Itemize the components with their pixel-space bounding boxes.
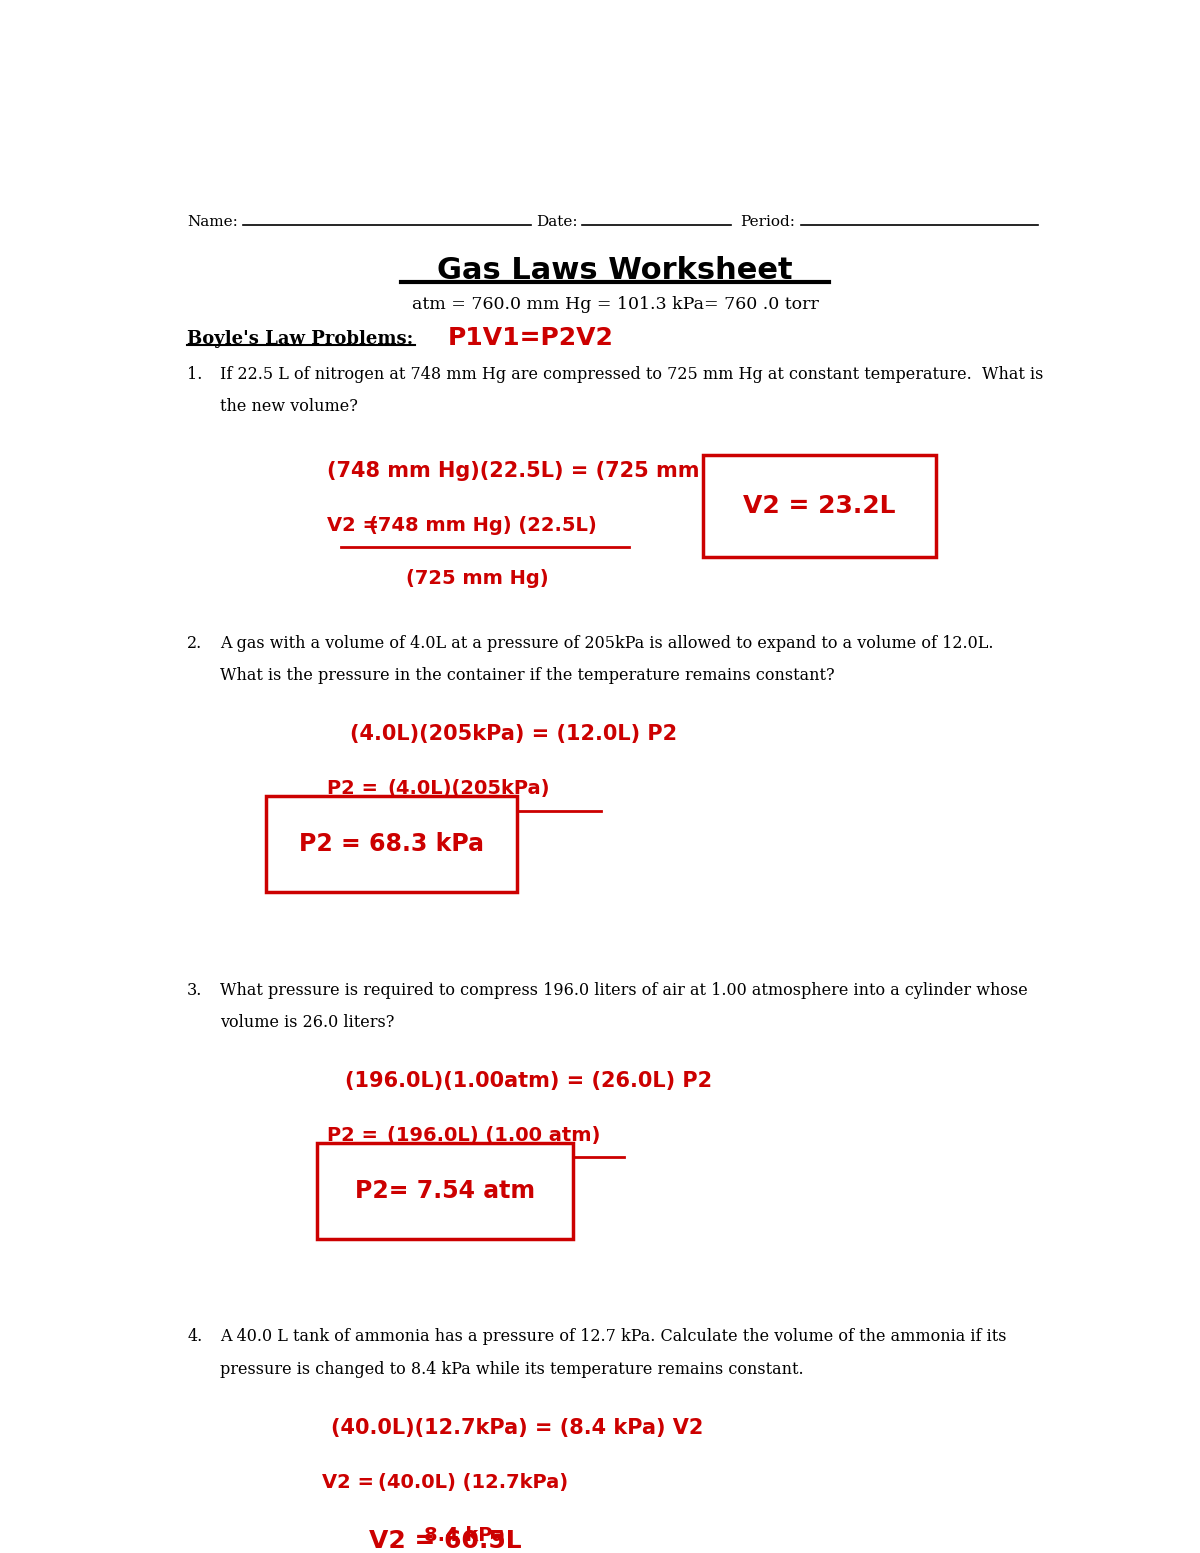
FancyBboxPatch shape (317, 1489, 574, 1553)
Text: V2 =: V2 = (322, 1474, 374, 1492)
Text: Date:: Date: (536, 214, 577, 228)
Text: volume is 26.0 liters?: volume is 26.0 liters? (220, 1014, 394, 1031)
Text: 12.0L: 12.0L (433, 832, 494, 851)
Text: A gas with a volume of 4.0L at a pressure of 205kPa is allowed to expand to a vo: A gas with a volume of 4.0L at a pressur… (220, 635, 994, 652)
Text: (748 mm Hg) (22.5L): (748 mm Hg) (22.5L) (368, 517, 596, 536)
Text: P1V1=P2V2: P1V1=P2V2 (448, 326, 613, 351)
Text: 8.4 kPa: 8.4 kPa (425, 1525, 505, 1545)
Text: (725 mm Hg): (725 mm Hg) (406, 568, 548, 589)
Text: the new volume?: the new volume? (220, 398, 358, 415)
Text: Name:: Name: (187, 214, 238, 228)
Text: V2 = 60.5L: V2 = 60.5L (368, 1528, 522, 1553)
Text: 4.: 4. (187, 1328, 203, 1345)
Text: 26.0L: 26.0L (443, 1179, 503, 1197)
Text: (40.0L) (12.7kPa): (40.0L) (12.7kPa) (378, 1474, 568, 1492)
Text: P2 = 68.3 kPa: P2 = 68.3 kPa (299, 832, 485, 856)
Text: If 22.5 L of nitrogen at 748 mm Hg are compressed to 725 mm Hg at constant tempe: If 22.5 L of nitrogen at 748 mm Hg are c… (220, 365, 1043, 382)
Text: (196.0L) (1.00 atm): (196.0L) (1.00 atm) (388, 1126, 600, 1145)
Text: Gas Laws Worksheet: Gas Laws Worksheet (437, 256, 793, 284)
Text: (196.0L)(1.00atm) = (26.0L) P2: (196.0L)(1.00atm) = (26.0L) P2 (346, 1072, 713, 1092)
FancyBboxPatch shape (703, 455, 936, 558)
Text: Boyle's Law Problems:: Boyle's Law Problems: (187, 329, 414, 348)
FancyBboxPatch shape (317, 1143, 574, 1239)
Text: (40.0L)(12.7kPa) = (8.4 kPa) V2: (40.0L)(12.7kPa) = (8.4 kPa) V2 (331, 1418, 703, 1438)
Text: P2 =: P2 = (326, 780, 378, 798)
FancyBboxPatch shape (266, 797, 517, 891)
Text: P2 =: P2 = (326, 1126, 378, 1145)
Text: What pressure is required to compress 196.0 liters of air at 1.00 atmosphere int: What pressure is required to compress 19… (220, 981, 1027, 999)
Text: P2= 7.54 atm: P2= 7.54 atm (355, 1179, 535, 1204)
Text: (4.0L)(205kPa): (4.0L)(205kPa) (388, 780, 550, 798)
Text: Period:: Period: (740, 214, 796, 228)
Text: V2 = 23.2L: V2 = 23.2L (743, 494, 896, 519)
Text: atm = 760.0 mm Hg = 101.3 kPa= 760 .0 torr: atm = 760.0 mm Hg = 101.3 kPa= 760 .0 to… (412, 297, 818, 314)
Text: 2.: 2. (187, 635, 203, 652)
Text: V2 =: V2 = (326, 517, 379, 536)
Text: A 40.0 L tank of ammonia has a pressure of 12.7 kPa. Calculate the volume of the: A 40.0 L tank of ammonia has a pressure … (220, 1328, 1007, 1345)
Text: 1.: 1. (187, 365, 203, 382)
Text: What is the pressure in the container if the temperature remains constant?: What is the pressure in the container if… (220, 668, 834, 683)
Text: 3.: 3. (187, 981, 203, 999)
Text: pressure is changed to 8.4 kPa while its temperature remains constant.: pressure is changed to 8.4 kPa while its… (220, 1360, 803, 1378)
Text: (4.0L)(205kPa) = (12.0L) P2: (4.0L)(205kPa) = (12.0L) P2 (350, 724, 677, 744)
Text: (748 mm Hg)(22.5L) = (725 mm Hg) V2: (748 mm Hg)(22.5L) = (725 mm Hg) V2 (326, 461, 786, 481)
